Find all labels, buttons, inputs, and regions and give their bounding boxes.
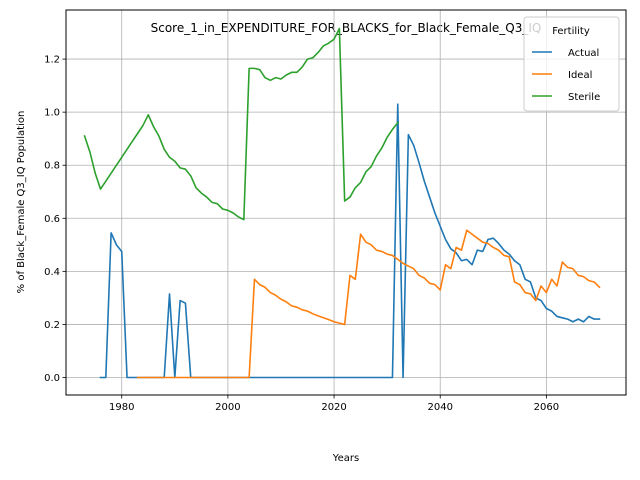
y-tick-label: 0.0: [44, 373, 60, 384]
plot-frame: [65, 9, 627, 396]
x-tick-label: 2040: [427, 402, 452, 413]
series-line-sterile: [83, 27, 399, 221]
chart-title: Score_1_in_EXPENDITURE_FOR_BLACKS_for_Bl…: [151, 21, 542, 35]
axis-ticks: 1980 2000 2020 2040 2060 0.0 0.2 0.4 0.6 0.8 1.0 1.…: [44, 55, 559, 413]
gridlines: [66, 10, 626, 395]
x-tick-label: 2060: [534, 402, 559, 413]
legend-box: [523, 16, 620, 112]
legend-label-sterile: Sterile: [568, 92, 600, 103]
y-tick-label: 1.2: [44, 55, 60, 66]
legend-title: Fertility: [552, 26, 590, 37]
legend: Fertility Actual Ideal Sterile: [523, 16, 620, 112]
y-tick-label: 0.8: [44, 161, 60, 172]
legend-label-actual: Actual: [568, 48, 599, 59]
legend-label-ideal: Ideal: [568, 70, 592, 81]
x-tick-label: 2020: [321, 402, 346, 413]
y-tick-label: 1.0: [44, 108, 60, 119]
y-tick-label: 0.2: [44, 320, 60, 331]
x-tick-label: 1980: [109, 402, 134, 413]
plot-series: [83, 27, 601, 379]
series-line-ideal: [136, 229, 601, 379]
y-tick-label: 0.6: [44, 214, 60, 225]
y-tick-label: 0.4: [44, 267, 60, 278]
x-axis-label: Years: [332, 453, 359, 464]
y-axis-label: % of Black_Female Q3_IQ Population: [16, 111, 27, 294]
x-tick-label: 2000: [215, 402, 240, 413]
